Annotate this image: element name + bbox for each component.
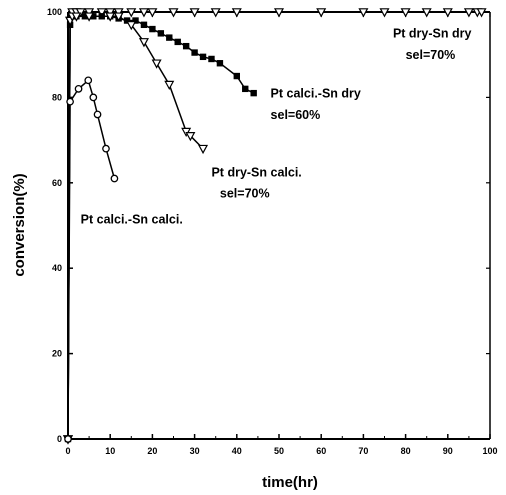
data-point-triangle <box>358 8 369 18</box>
data-point-circle <box>74 85 83 93</box>
data-point-triangle <box>147 8 158 18</box>
x-tick-label: 90 <box>443 446 453 456</box>
axis-ticks: 0 10 20 30 40 50 60 70 80 90 100 0 20 40 60 80 100 <box>47 7 498 456</box>
data-point-square <box>166 34 173 41</box>
x-tick-label: 40 <box>232 446 242 456</box>
data-point-triangle <box>138 38 149 48</box>
data-point-triangle <box>185 132 196 142</box>
y-tick-label: 40 <box>52 263 62 273</box>
data-point-triangle <box>151 59 162 69</box>
annotation-2: sel=70% <box>406 48 456 62</box>
annotation-7: Pt calci.-Sn calci. <box>81 212 183 226</box>
data-point-triangle <box>198 144 209 155</box>
data-point-circle <box>102 144 110 153</box>
y-axis-label: conversion(%) <box>11 173 28 276</box>
x-tick-label: 60 <box>316 446 326 456</box>
data-point-triangle <box>231 8 242 18</box>
data-point-triangle <box>400 8 411 18</box>
data-point-triangle <box>210 8 221 18</box>
annotation-5: Pt dry-Sn calci. <box>211 165 301 179</box>
data-point-triangle <box>273 8 285 18</box>
data-point-triangle <box>442 8 453 18</box>
data-point-square <box>182 42 190 50</box>
data-point-triangle <box>71 12 82 22</box>
data-point-circle <box>66 97 74 106</box>
data-point-circle <box>64 435 72 443</box>
x-tick-label: 0 <box>65 446 70 456</box>
data-point-triangle <box>164 80 175 91</box>
data-point-square <box>140 21 148 29</box>
x-tick-label: 20 <box>147 446 157 456</box>
data-point-square <box>174 38 181 46</box>
data-point-circle <box>93 110 102 119</box>
x-tick-label: 50 <box>274 446 284 456</box>
series-line <box>67 15 255 440</box>
y-tick-label: 0 <box>57 434 62 444</box>
x-axis-label: time(hr) <box>262 474 318 491</box>
data-point-triangle <box>463 8 474 18</box>
data-point-triangle <box>379 8 390 18</box>
y-tick-label: 60 <box>52 178 62 188</box>
data-point-square <box>199 53 207 61</box>
annotation-6: sel=70% <box>220 187 270 201</box>
data-point-triangle <box>316 8 327 18</box>
data-point-square <box>132 17 139 24</box>
data-point-circle <box>84 76 93 85</box>
series-4 <box>64 76 119 443</box>
x-tick-label: 80 <box>401 446 411 456</box>
data-point-square <box>149 25 156 33</box>
y-tick-label: 20 <box>52 349 62 359</box>
data-point-square <box>157 30 165 37</box>
data-point-triangle <box>126 21 137 31</box>
data-point-triangle <box>105 12 116 22</box>
data-point-circle <box>110 174 119 183</box>
data-point-circle <box>89 93 98 102</box>
x-tick-label: 30 <box>190 446 200 456</box>
data-point-triangle <box>84 12 95 22</box>
data-point-square <box>242 85 249 93</box>
series-2 <box>64 13 257 443</box>
x-tick-label: 10 <box>105 446 115 456</box>
data-point-square <box>216 60 224 67</box>
data-point-square <box>208 55 215 63</box>
data-point-square <box>250 89 257 97</box>
series-layer <box>62 8 487 445</box>
data-point-triangle <box>168 8 179 18</box>
data-point-triangle <box>126 8 137 18</box>
y-tick-label: 100 <box>47 7 62 17</box>
data-point-square <box>123 17 131 24</box>
series-3 <box>62 12 209 445</box>
y-tick-label: 80 <box>52 92 62 102</box>
annotation-1: Pt dry-Sn dry <box>393 27 472 41</box>
annotation-4: sel=60% <box>271 108 321 122</box>
annotation-3: Pt calci.-Sn dry <box>271 86 361 100</box>
series-line <box>67 78 116 440</box>
data-point-triangle <box>421 8 432 18</box>
data-point-triangle <box>476 8 487 18</box>
x-tick-label: 70 <box>358 446 368 456</box>
data-point-triangle <box>138 8 149 18</box>
data-point-triangle <box>189 8 200 18</box>
annotations-layer: Pt dry-Sn dry sel=70% Pt calci.-Sn dry sel=… <box>81 27 472 227</box>
x-tick-label: 100 <box>482 446 497 456</box>
data-point-square <box>233 72 240 80</box>
data-point-square <box>191 49 198 56</box>
data-point-triangle <box>96 8 107 18</box>
data-point-triangle <box>113 12 124 22</box>
